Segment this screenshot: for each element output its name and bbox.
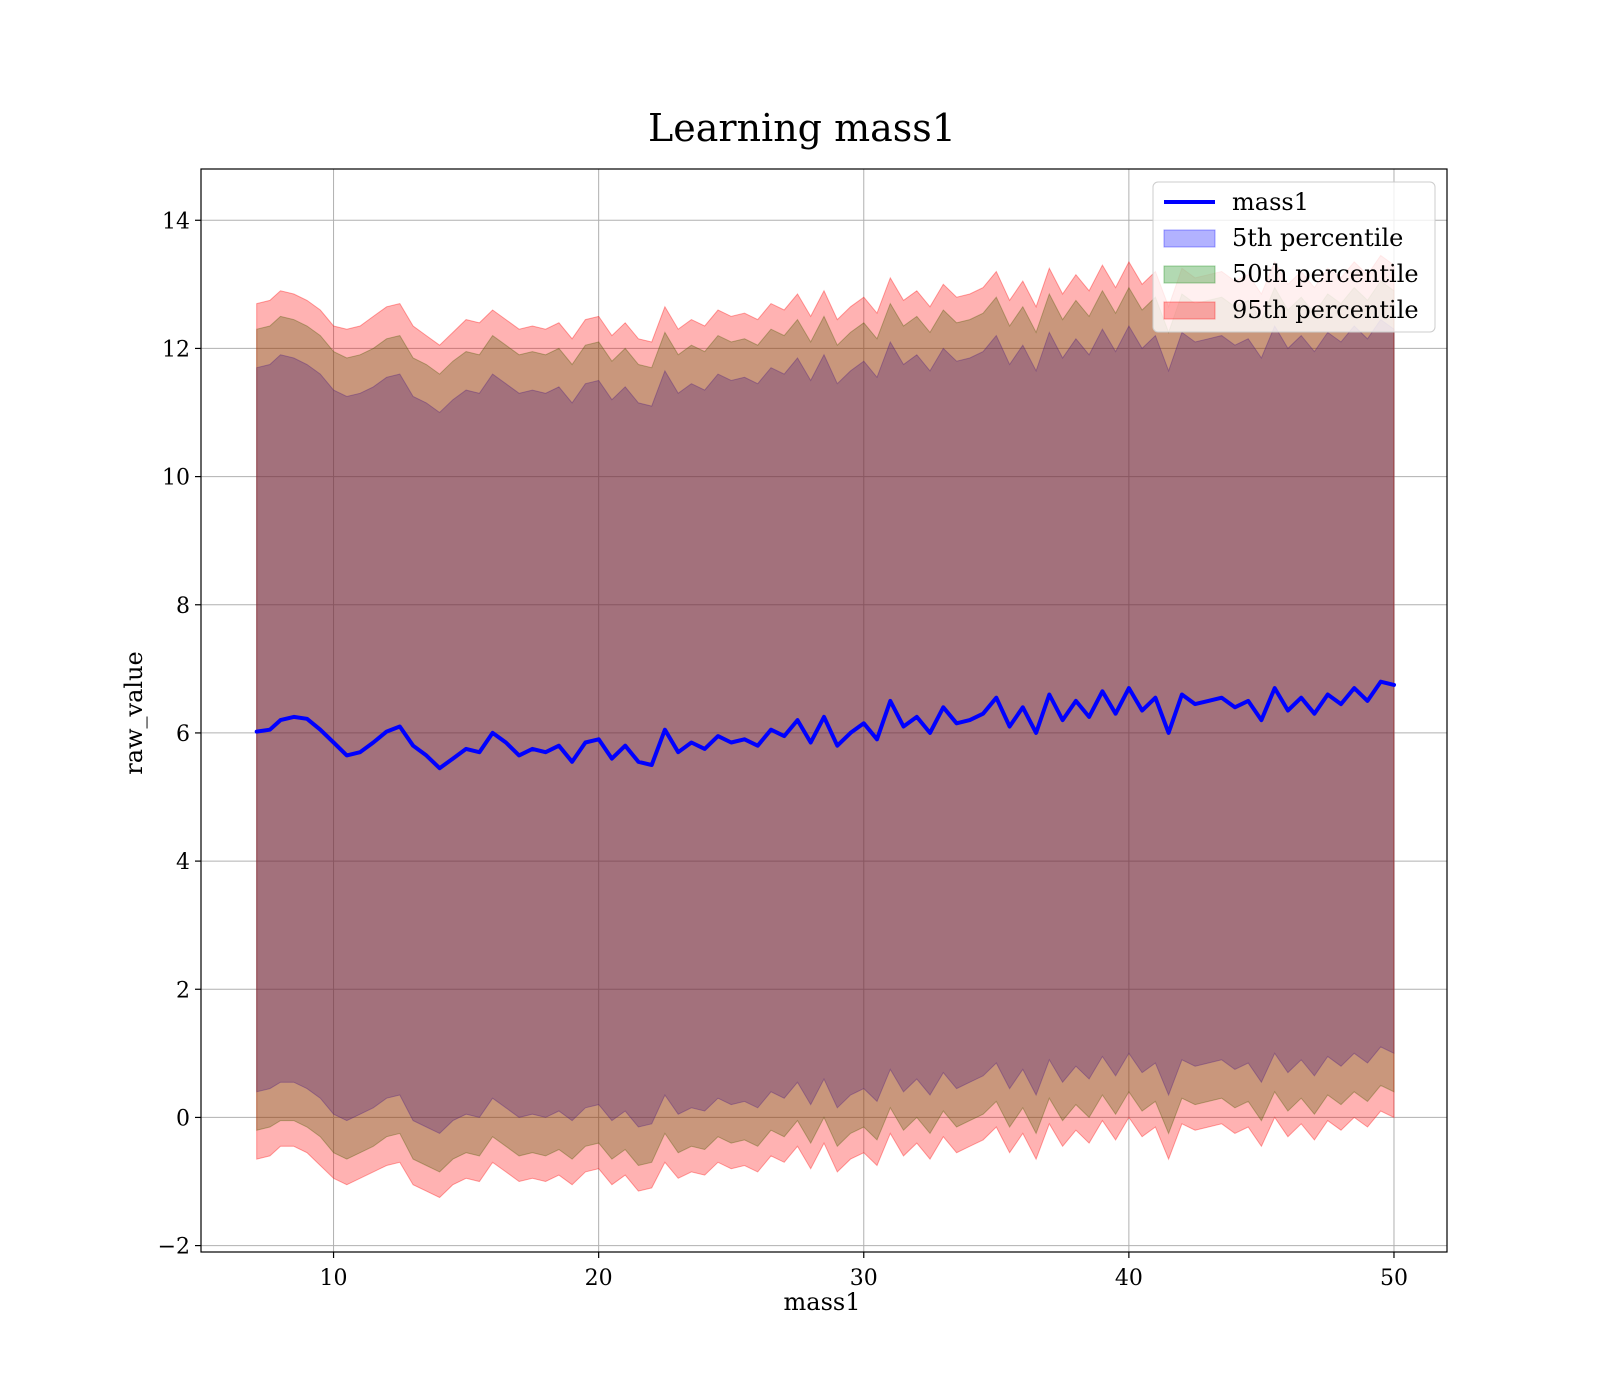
series-line-mass1	[254, 679, 1396, 771]
x-tick-label: 30	[850, 1266, 878, 1291]
y-tick-label: 8	[176, 594, 190, 619]
y-tick-label: 10	[162, 466, 190, 491]
band-95th-percentile	[256, 254, 1395, 1199]
y-tick-label: 2	[176, 978, 190, 1003]
x-axis-label: mass1	[784, 1288, 861, 1316]
grid	[201, 169, 1447, 1252]
y-tick-label: 6	[176, 722, 190, 747]
y-axis-ticks: −2 0 2 4 6 8 10 12 14	[158, 209, 201, 1260]
band-50th-percentile	[256, 280, 1395, 1173]
legend-label: 5th percentile	[1232, 224, 1403, 252]
y-tick-label: 4	[176, 850, 190, 875]
legend-patch-swatch	[1163, 229, 1216, 248]
x-tick-label: 10	[320, 1266, 348, 1291]
band-5th-percentile	[256, 318, 1395, 1135]
y-tick-label: 0	[176, 1106, 190, 1131]
legend-label: mass1	[1232, 188, 1309, 216]
legend-patch-swatch	[1163, 301, 1216, 320]
legend-box	[1152, 181, 1436, 333]
x-axis-ticks: 10 20 30 40 50	[320, 1252, 1408, 1291]
chart-title: Learning mass1	[648, 106, 956, 150]
legend-label: 95th percentile	[1232, 296, 1419, 324]
y-tick-label: 12	[162, 337, 190, 362]
legend-label: 50th percentile	[1232, 260, 1419, 288]
y-tick-label: −2	[158, 1235, 190, 1260]
y-axis-label: raw_value	[120, 651, 148, 775]
plot-frame	[200, 168, 1448, 1253]
y-tick-label: 14	[162, 209, 190, 234]
legend-patch-swatch	[1163, 265, 1216, 284]
x-tick-label: 40	[1115, 1266, 1143, 1291]
legend: mass1 5th percentile 50th percentile 95th p…	[1152, 181, 1436, 333]
line-series	[254, 679, 1396, 771]
percentile-bands	[256, 254, 1395, 1199]
x-tick-label: 50	[1380, 1266, 1408, 1291]
x-tick-label: 20	[585, 1266, 613, 1291]
